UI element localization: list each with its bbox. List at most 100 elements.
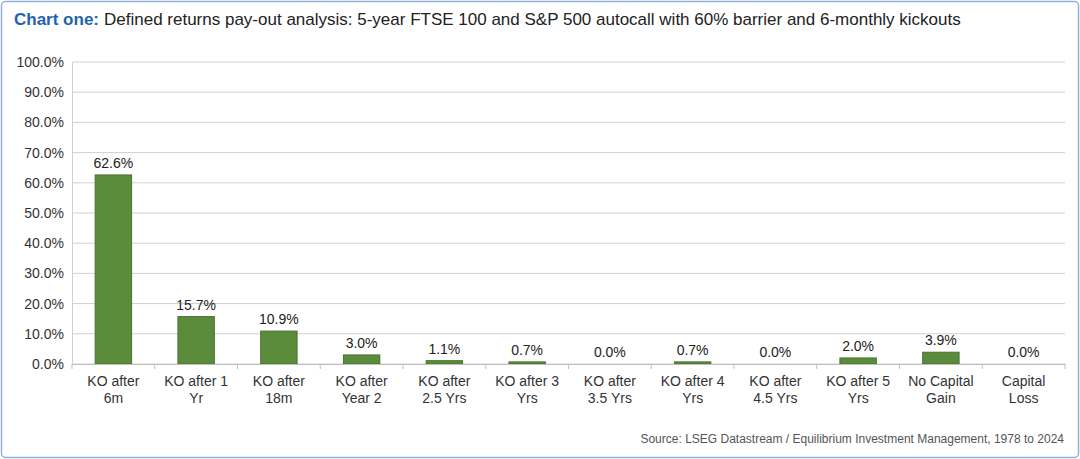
x-tick-label: KO after4.5 Yrs bbox=[749, 373, 801, 407]
y-tick-label: 80.0% bbox=[24, 114, 64, 130]
y-tick-label: 10.0% bbox=[24, 326, 64, 342]
grid-line bbox=[72, 273, 1065, 274]
y-tick: 80.0% bbox=[24, 114, 64, 130]
data-label: 0.0% bbox=[759, 344, 791, 360]
data-label: 0.0% bbox=[1008, 344, 1040, 360]
x-axis: KO after6mKO after 1YrKO after18mKO afte… bbox=[72, 364, 1066, 406]
x-tick-label: KO after 4Yrs bbox=[661, 373, 725, 407]
y-tick-label: 90.0% bbox=[24, 84, 64, 100]
x-tick-label-line: KO after bbox=[418, 373, 470, 389]
grid-line bbox=[72, 182, 1065, 183]
x-tick: KO after 5Yrs bbox=[826, 373, 890, 407]
y-tick-label: 70.0% bbox=[24, 145, 64, 161]
y-tick-label: 0.0% bbox=[32, 356, 64, 372]
title-line: Chart one: Defined returns pay-out analys… bbox=[14, 10, 961, 29]
x-tick: KO after3.5 Yrs bbox=[584, 373, 636, 407]
y-tick-label: 40.0% bbox=[24, 235, 64, 251]
y-tick: 10.0% bbox=[24, 326, 64, 342]
data-label: 62.6% bbox=[94, 155, 134, 171]
x-tick-label-line: KO after 4 bbox=[661, 373, 725, 389]
category-divider bbox=[403, 364, 404, 369]
y-tick: 20.0% bbox=[24, 296, 64, 312]
x-tick: KO afterYear 2 bbox=[336, 373, 388, 407]
bar bbox=[840, 358, 876, 364]
data-labels: 62.6%15.7%10.9%3.0%1.1%0.7%0.0%0.7%0.0%2… bbox=[94, 155, 1040, 360]
category-divider bbox=[734, 364, 735, 369]
category-divider bbox=[816, 364, 817, 369]
x-tick-label: KO afterYear 2 bbox=[336, 373, 388, 407]
x-tick: KO after4.5 Yrs bbox=[749, 373, 801, 407]
x-tick-label-line: Loss bbox=[1009, 390, 1039, 406]
y-tick: 40.0% bbox=[24, 235, 64, 251]
x-tick-label-line: Yr bbox=[189, 390, 203, 406]
grid bbox=[72, 62, 1065, 364]
x-tick: KO after18m bbox=[253, 373, 305, 407]
data-label: 0.0% bbox=[594, 344, 626, 360]
chart: Chart one: Defined returns pay-out analys… bbox=[0, 0, 1080, 459]
category-divider bbox=[72, 364, 73, 369]
x-tick-label-line: 4.5 Yrs bbox=[753, 390, 797, 406]
bar bbox=[95, 175, 131, 364]
data-label: 15.7% bbox=[176, 297, 216, 313]
x-tick-label-line: 2.5 Yrs bbox=[422, 390, 466, 406]
title: Chart one: bbox=[14, 10, 99, 29]
x-tick: KO after 3Yrs bbox=[495, 373, 559, 407]
bar bbox=[757, 364, 793, 365]
x-tick-label: KO after2.5 Yrs bbox=[418, 373, 470, 407]
x-tick-label: KO after6m bbox=[87, 373, 139, 407]
x-tick-label-line: No Capital bbox=[908, 373, 973, 389]
x-tick-label-line: 18m bbox=[265, 390, 292, 406]
bar bbox=[509, 362, 545, 364]
data-label: 0.7% bbox=[677, 342, 709, 358]
bar bbox=[261, 331, 297, 364]
subtitle: Defined returns pay-out analysis: 5-year… bbox=[104, 10, 961, 29]
x-tick-label-line: KO after bbox=[253, 373, 305, 389]
grid-line bbox=[72, 213, 1065, 214]
category-divider bbox=[154, 364, 155, 369]
category-divider bbox=[485, 364, 486, 369]
x-tick-label-line: Yrs bbox=[848, 390, 869, 406]
x-tick: KO after2.5 Yrs bbox=[418, 373, 470, 407]
grid-line bbox=[72, 122, 1065, 123]
category-divider bbox=[982, 364, 983, 369]
x-tick-label-line: 3.5 Yrs bbox=[588, 390, 632, 406]
x-tick-label-line: Yrs bbox=[517, 390, 538, 406]
grid-line bbox=[72, 243, 1065, 244]
y-tick: 50.0% bbox=[24, 205, 64, 221]
x-tick-label: KO after 3Yrs bbox=[495, 373, 559, 407]
category-divider bbox=[568, 364, 569, 369]
data-label: 3.9% bbox=[925, 332, 957, 348]
x-tick: KO after 1Yr bbox=[164, 373, 228, 407]
grid-line bbox=[72, 62, 1065, 63]
bar bbox=[343, 355, 379, 364]
data-label: 1.1% bbox=[428, 341, 460, 357]
y-tick: 60.0% bbox=[24, 175, 64, 191]
y-axis-line bbox=[72, 63, 73, 365]
data-label: 3.0% bbox=[346, 335, 378, 351]
bar bbox=[592, 364, 628, 365]
bar bbox=[1005, 364, 1041, 365]
x-tick-label: KO after 5Yrs bbox=[826, 373, 890, 407]
y-tick: 0.0% bbox=[32, 356, 64, 372]
y-tick: 100.0% bbox=[17, 54, 64, 70]
bar bbox=[923, 352, 959, 364]
x-tick-label: KO after 1Yr bbox=[164, 373, 228, 407]
bars bbox=[95, 175, 959, 364]
data-label: 10.9% bbox=[259, 311, 299, 327]
x-tick: KO after6m bbox=[87, 373, 139, 407]
grid-line bbox=[72, 152, 1065, 153]
y-axis: 0.0% 10.0% 20.0% 30.0% 40.0% 50.0% 60.0% 70.0% 8… bbox=[17, 54, 73, 372]
x-tick-label-line: Year 2 bbox=[342, 390, 382, 406]
grid-line bbox=[72, 303, 1065, 304]
y-tick-label: 20.0% bbox=[24, 296, 64, 312]
y-tick-label: 100.0% bbox=[17, 54, 64, 70]
x-tick-label-line: KO after 5 bbox=[826, 373, 890, 389]
x-tick-label-line: KO after bbox=[87, 373, 139, 389]
x-tick-label-line: KO after 1 bbox=[164, 373, 228, 389]
x-tick-label-line: 6m bbox=[104, 390, 123, 406]
y-tick-label: 30.0% bbox=[24, 265, 64, 281]
x-tick-label: KO after3.5 Yrs bbox=[584, 373, 636, 407]
category-divider bbox=[237, 364, 238, 369]
category-divider bbox=[651, 364, 652, 369]
x-tick-label-line: KO after bbox=[749, 373, 801, 389]
